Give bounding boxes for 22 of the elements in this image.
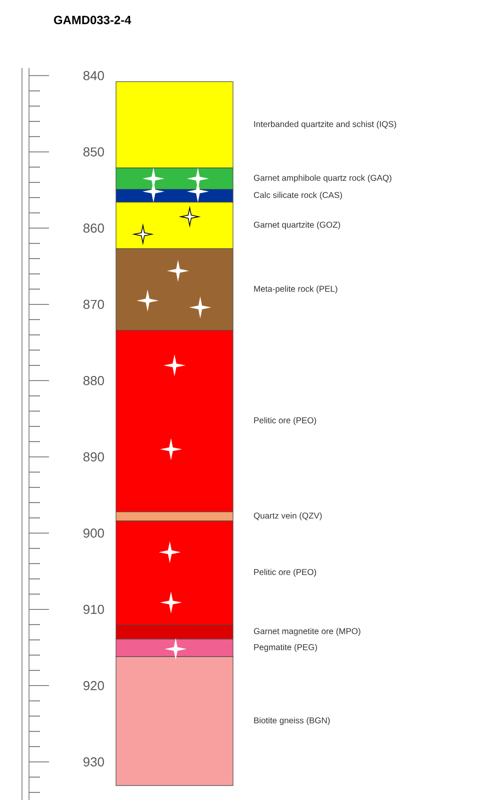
text: Calc silicate rock (CAS)	[254, 192, 342, 200]
y-tick-label: 840	[83, 71, 104, 80]
y-tick-label: 870	[83, 300, 104, 309]
y-tick-label: 850	[83, 147, 104, 156]
chart-title: GAMD033-2-4	[54, 16, 132, 24]
text: Garnet quartzite (GOZ)	[254, 222, 340, 230]
text: Pelitic ore (PEO)	[254, 417, 316, 425]
text: Pelitic ore (PEO)	[254, 568, 316, 577]
text: Garnet amphibole quartz rock (GAQ)	[254, 174, 392, 183]
text: Meta-pelite rock (PEL)	[254, 286, 338, 294]
y-tick-label: 930	[83, 757, 104, 766]
y-tick-label: 880	[83, 376, 104, 386]
text: Quartz vein (QZV)	[254, 512, 322, 520]
y-tick-label: 900	[83, 528, 104, 538]
y-tick-label: 890	[83, 452, 104, 462]
text: Interbanded quartzite and schist (IQS)	[254, 120, 396, 129]
y-tick-label: 920	[83, 681, 104, 690]
y-tick-label: 860	[83, 224, 104, 233]
y-tick-label: 910	[83, 604, 104, 614]
text: Pegmatite (PEG)	[254, 644, 317, 652]
text: Biotite gneiss (BGN)	[254, 717, 330, 726]
text: Garnet magnetite ore (MPO)	[254, 628, 360, 636]
